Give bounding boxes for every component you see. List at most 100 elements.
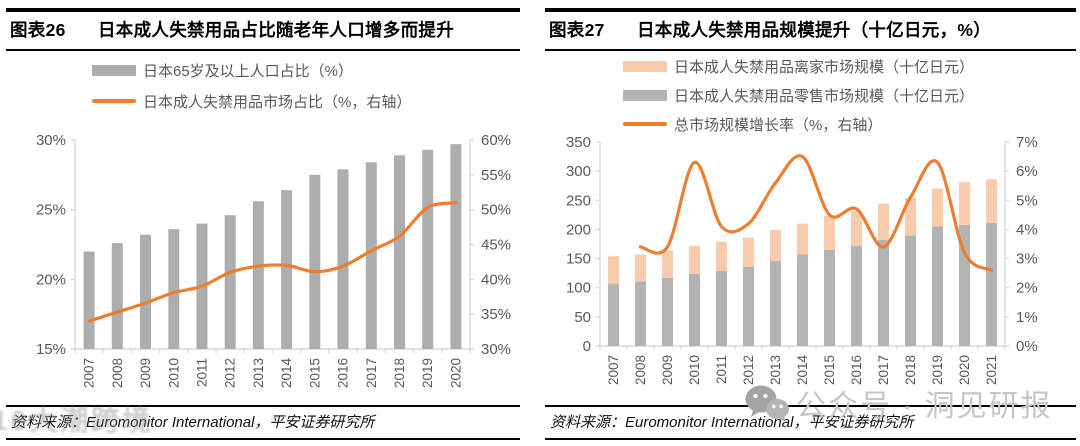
x-tick-label: 2013	[768, 355, 783, 385]
x-axis-category-labels: 2007 2008 2009 2010 2011 2012 2013 2014 2015 2016…	[606, 355, 999, 386]
right-axis-tick-label: 1%	[1016, 309, 1038, 326]
x-tick-label: 2020	[448, 358, 463, 388]
orange-line-swatch-icon	[623, 122, 667, 126]
source-text: 资料来源：Euromonitor International，平安证券研究所	[11, 414, 375, 431]
figure-26-source: 资料来源：Euromonitor International，平安证券研究所	[6, 405, 520, 440]
left-axis-tick-label: 100	[566, 280, 591, 297]
bar	[281, 190, 293, 349]
right-axis-tick-label: 0%	[1016, 338, 1038, 355]
bar-top	[797, 223, 808, 255]
bar-top	[770, 230, 781, 261]
bar-bottom	[716, 270, 727, 346]
x-axis-category-labels: 2007 2008 2009 2010 2011 2012 2013 2014 2015 2016…	[82, 358, 464, 389]
right-axis-tick-label: 2%	[1016, 280, 1038, 297]
line-series	[87, 201, 458, 323]
bar-bottom	[635, 281, 646, 346]
bar-bottom	[797, 254, 808, 346]
bar-top	[635, 254, 646, 282]
right-axis-tick-label: 4%	[1016, 221, 1038, 238]
left-axis-tick-label: 250	[566, 192, 591, 209]
bar-bottom	[905, 235, 916, 346]
axes	[71, 139, 474, 353]
bar-top	[878, 203, 889, 240]
x-tick-label: 2020	[957, 355, 972, 385]
figure-27-panel: 图表27 日本成人失禁用品规模提升（十亿日元，%） 日本成人失禁用品离家市场规模…	[545, 8, 1076, 440]
x-tick-label: 2014	[795, 355, 810, 386]
x-tick-label: 2009	[660, 355, 675, 385]
figure-27-header: 图表27 日本成人失禁用品规模提升（十亿日元，%）	[545, 8, 1076, 51]
peach-bar-swatch-icon	[623, 60, 667, 72]
x-tick-label: 2015	[822, 355, 837, 385]
x-tick-label: 2010	[166, 358, 181, 388]
bar-bottom	[851, 245, 862, 346]
x-tick-label: 2007	[606, 355, 621, 385]
gray-bar-swatch-icon	[92, 64, 136, 76]
x-tick-label: 2021	[984, 355, 999, 385]
x-tick-label: 2019	[930, 355, 945, 385]
x-tick-label: 2009	[138, 358, 153, 388]
right-axis-tick-label: 45%	[481, 237, 511, 254]
legend-label: 总市场规模增长率（%，右轴）	[674, 116, 883, 134]
x-tick-label: 2011	[195, 358, 210, 387]
right-axis-tick-label: 5%	[1016, 192, 1038, 209]
source-text: 资料来源：Euromonitor International，平安证券研究所	[550, 414, 914, 431]
right-axis-tick-label: 35%	[481, 306, 511, 323]
x-tick-label: 2008	[110, 358, 125, 388]
x-tick-label: 2014	[279, 358, 294, 389]
figure-26-header: 图表26 日本成人失禁用品占比随老年人口增多而提升	[6, 8, 520, 51]
left-axis-tick-label: 25%	[36, 202, 66, 219]
x-tick-label: 2018	[903, 355, 918, 385]
left-axis-tick-label: 30%	[36, 132, 66, 149]
x-tick-label: 2016	[849, 355, 864, 385]
bar-top	[716, 241, 727, 271]
figure-26-panel: 图表26 日本成人失禁用品占比随老年人口增多而提升 日本65岁及以上人口占比（%…	[6, 8, 520, 440]
orange-line-swatch-icon	[92, 99, 136, 103]
figure-27-legend: 日本成人失禁用品离家市场规模（十亿日元） 日本成人失禁用品零售市场规模（十亿日元…	[623, 56, 974, 143]
right-axis-tick-label: 50%	[481, 202, 511, 219]
bar	[365, 162, 377, 349]
bar-top	[662, 250, 673, 278]
x-tick-label: 2012	[223, 358, 238, 388]
bar-top	[851, 210, 862, 246]
bar	[394, 155, 405, 349]
left-axis-tick-label: 15%	[36, 341, 66, 358]
x-tick-label: 2012	[741, 355, 756, 385]
bar-bottom	[608, 283, 619, 346]
x-tick-label: 2010	[687, 355, 702, 385]
legend-item-market-share: 日本成人失禁用品市场占比（%，右轴）	[92, 91, 411, 111]
bar	[168, 229, 180, 349]
left-axis-tick-label: 0	[583, 338, 591, 355]
figure-26-label: 图表26	[10, 20, 66, 40]
legend-label: 日本65岁及以上人口占比（%）	[143, 62, 354, 80]
bar	[224, 215, 236, 349]
bars-top-stack	[608, 179, 997, 284]
right-axis-tick-label: 60%	[481, 132, 511, 149]
bar-bottom	[878, 239, 889, 346]
right-axis-tick-label: 7%	[1016, 134, 1038, 151]
line-series	[638, 154, 994, 272]
bar-top	[932, 188, 943, 227]
x-tick-label: 2007	[82, 358, 97, 388]
figure-27-title: 日本成人失禁用品规模提升（十亿日元，%）	[637, 20, 992, 40]
legend-item-population: 日本65岁及以上人口占比（%）	[92, 60, 411, 80]
x-tick-label: 2017	[364, 358, 379, 388]
figure-27-source: 资料来源：Euromonitor International，平安证券研究所	[545, 405, 1076, 440]
x-tick-label: 2013	[251, 358, 266, 388]
bar-top	[824, 216, 835, 250]
bar-bottom	[689, 273, 700, 346]
bar	[140, 234, 151, 349]
bar-top	[905, 198, 916, 236]
right-axis-tick-label: 3%	[1016, 251, 1038, 268]
bar-top	[986, 179, 997, 223]
bar	[111, 243, 123, 349]
left-axis-tick-label: 300	[566, 163, 591, 180]
right-axis-tick-label: 55%	[481, 167, 511, 184]
legend-item-growth-rate: 总市场规模增长率（%，右轴）	[623, 114, 974, 134]
bar-top	[689, 245, 700, 274]
gray-bar-swatch-icon	[623, 89, 667, 101]
bar-bottom	[662, 277, 673, 346]
legend-item-retail-market: 日本成人失禁用品零售市场规模（十亿日元）	[623, 85, 974, 105]
x-tick-label: 2017	[876, 355, 891, 385]
left-axis-tick-label: 200	[566, 221, 591, 238]
